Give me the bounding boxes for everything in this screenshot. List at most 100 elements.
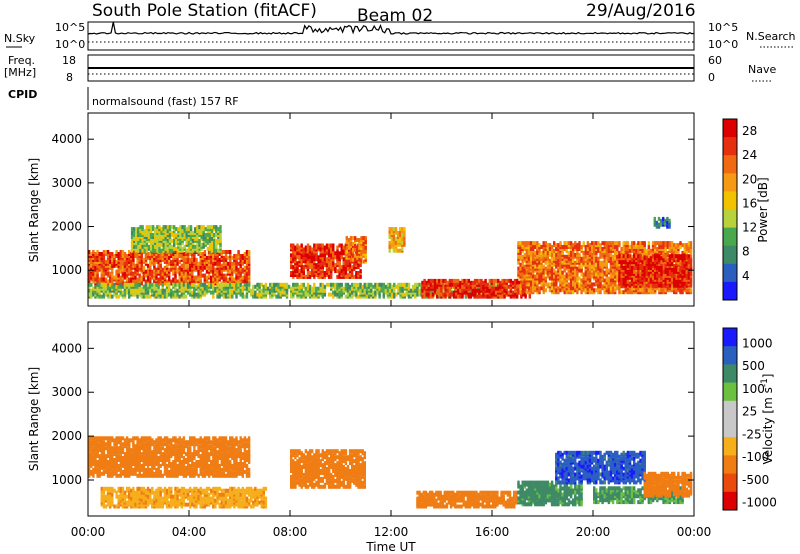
heatmap-cell	[590, 252, 594, 257]
heatmap-cell	[222, 282, 226, 287]
heatmap-cell	[548, 247, 552, 251]
heatmap-cell	[427, 278, 430, 283]
heatmap-cell	[182, 269, 186, 274]
heatmap-cell	[467, 292, 470, 297]
heatmap-cell	[154, 248, 157, 253]
heatmap-cell	[597, 256, 600, 261]
heatmap-cell	[607, 241, 611, 246]
heatmap-cell	[390, 227, 393, 232]
heatmap-cell	[224, 292, 228, 297]
heatmap-cell	[152, 225, 155, 230]
heatmap-cell	[102, 277, 106, 282]
heatmap-cell	[609, 282, 613, 287]
heatmap-cell	[548, 282, 552, 287]
heatmap-cell	[356, 245, 359, 250]
heatmap-cell	[174, 250, 177, 254]
heatmap-cell	[611, 245, 615, 249]
heatmap-cell	[429, 278, 433, 283]
heatmap-cell	[364, 245, 367, 250]
heatmap-cell	[536, 245, 539, 249]
heatmap-cell	[501, 278, 504, 283]
heatmap-cell	[607, 254, 611, 259]
heatmap-cell	[593, 282, 596, 287]
heatmap-cell	[136, 259, 139, 264]
heatmap-cell	[544, 270, 547, 275]
heatmap-cell	[292, 271, 295, 275]
heatmap-cell	[302, 271, 305, 275]
heatmap-cell	[180, 282, 183, 287]
heatmap-cell	[499, 280, 502, 285]
heatmap-cell	[559, 252, 562, 257]
heatmap-cell	[176, 257, 179, 262]
heatmap-cell	[538, 286, 541, 291]
heatmap-cell	[534, 245, 537, 249]
heatmap-cell	[620, 284, 623, 289]
heatmap-cell	[183, 244, 186, 249]
heatmap-cell	[607, 280, 611, 285]
heatmap-cell	[193, 275, 196, 280]
heatmap-cell	[469, 280, 473, 285]
heatmap-cell	[482, 280, 485, 285]
heatmap-cell	[628, 271, 632, 276]
heatmap-cell	[200, 235, 203, 239]
heatmap-cell	[664, 288, 667, 293]
heatmap-cell	[618, 260, 621, 265]
heatmap-cell	[345, 259, 348, 264]
heatmap-cell	[90, 282, 93, 287]
heatmap-cell	[296, 290, 299, 295]
heatmap-cell	[572, 286, 575, 291]
heatmap-cell	[241, 284, 244, 289]
heatmap-cell	[597, 290, 600, 295]
heatmap-cell	[450, 278, 454, 283]
nsky-label: N.Sky	[4, 32, 36, 45]
heatmap-cell	[203, 273, 207, 278]
heatmap-cell	[138, 282, 141, 287]
heatmap-cell	[347, 238, 351, 242]
heatmap-cell	[359, 263, 362, 268]
heatmap-cell	[164, 225, 167, 230]
heatmap-cell	[168, 282, 171, 287]
heatmap-cell	[403, 227, 406, 232]
heatmap-cell	[340, 247, 343, 252]
heatmap-cell	[403, 240, 406, 245]
heatmap-cell	[224, 277, 228, 282]
heatmap-cell	[197, 282, 200, 287]
nsky-panel: N.Sky 10^5 10^0 10^5 10^0 N.Search	[4, 21, 796, 51]
heatmap-cell	[98, 294, 101, 299]
heatmap-cell	[546, 243, 550, 248]
heatmap-cell	[174, 273, 177, 278]
heatmap-cell	[237, 267, 240, 272]
heatmap-cell	[224, 273, 228, 278]
heatmap-cell	[452, 290, 456, 295]
heatmap-cell	[643, 271, 646, 276]
heatmap-cell	[455, 282, 458, 287]
heatmap-cell	[433, 278, 437, 283]
heatmap-cell	[392, 227, 396, 232]
heatmap-cell	[538, 243, 541, 248]
heatmap-cell	[645, 248, 648, 253]
heatmap-cell	[266, 286, 270, 291]
heatmap-cell	[668, 241, 672, 246]
heatmap-cell	[313, 265, 316, 270]
heatmap-cell	[461, 278, 464, 283]
heatmap-cell	[660, 241, 663, 246]
heatmap-cell	[206, 246, 210, 251]
heatmap-cell	[440, 292, 443, 297]
heatmap-cell	[313, 282, 316, 287]
heatmap-cell	[104, 259, 108, 264]
heatmap-cell	[559, 288, 562, 293]
heatmap-cell	[656, 241, 659, 246]
heatmap-cell	[480, 294, 483, 299]
heatmap-cell	[401, 246, 404, 251]
heatmap-cell	[308, 290, 312, 295]
heatmap-cell	[298, 273, 301, 277]
heatmap-cell	[306, 286, 310, 291]
heatmap-cell	[233, 265, 236, 270]
heatmap-cell	[557, 258, 560, 263]
heatmap-cell	[628, 245, 632, 249]
heatmap-cell	[152, 233, 155, 237]
heatmap-cell	[200, 242, 203, 247]
heatmap-cell	[516, 294, 519, 299]
heatmap-cell	[138, 257, 141, 262]
heatmap-cell	[327, 243, 331, 248]
